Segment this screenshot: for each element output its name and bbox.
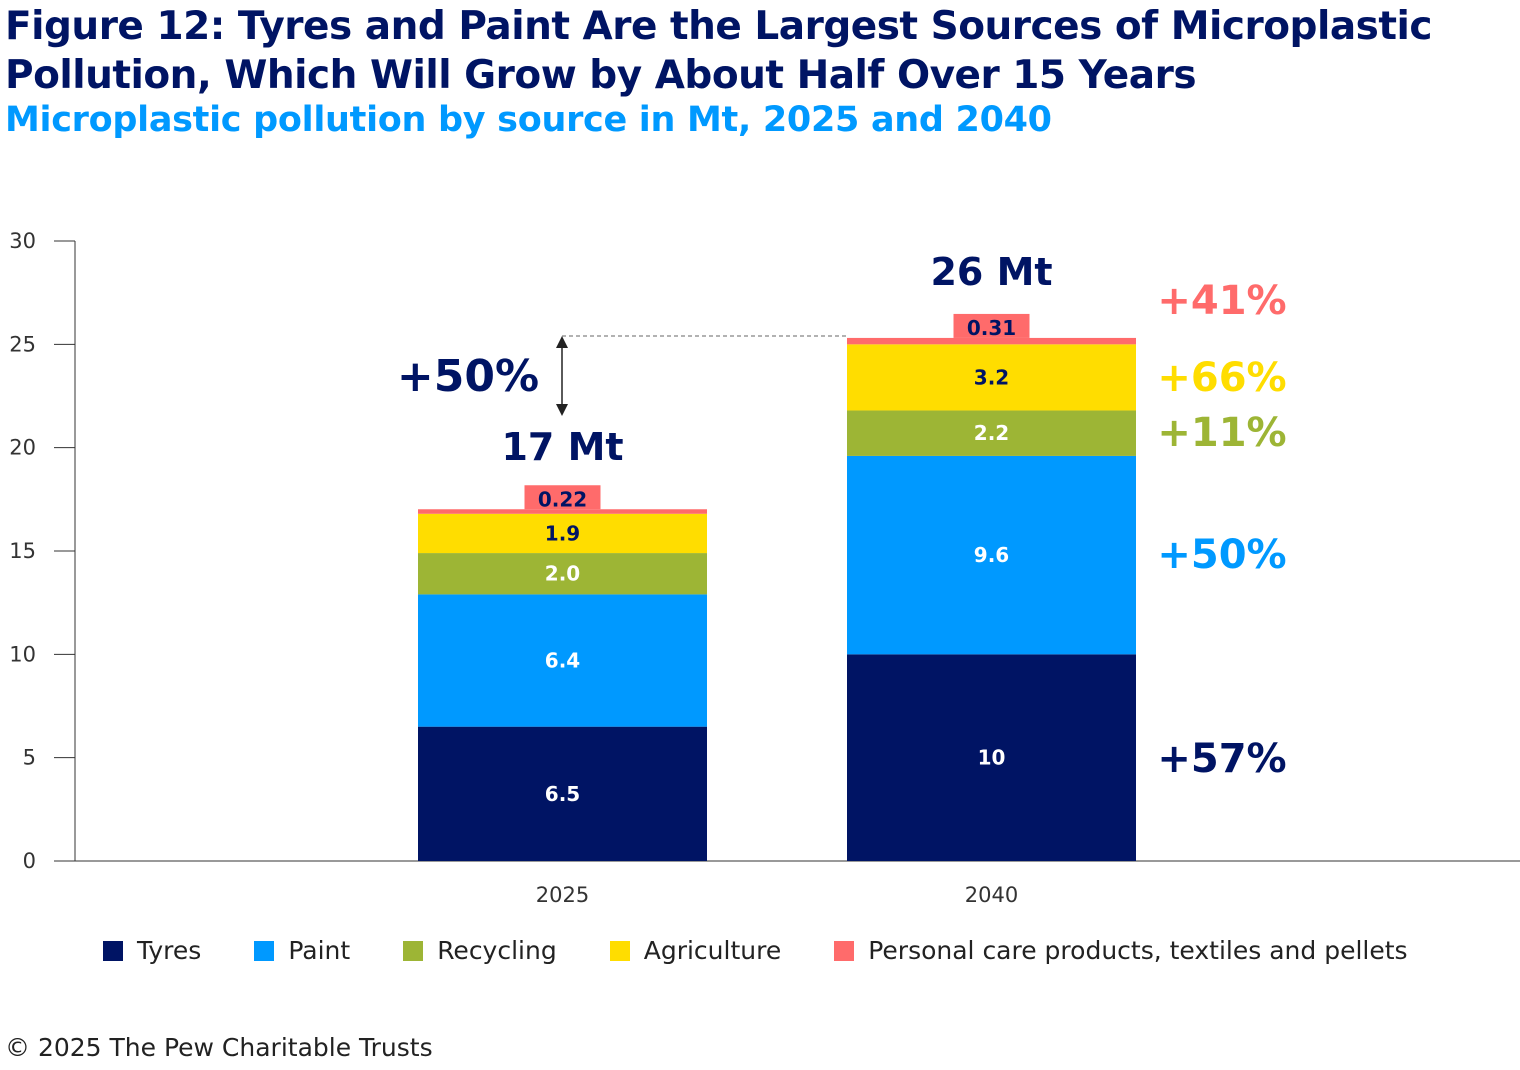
x-tick-label: 2040 xyxy=(965,883,1018,907)
legend-swatch xyxy=(254,940,275,961)
legend-item: Tyres xyxy=(103,936,201,965)
y-tick-label: 25 xyxy=(9,332,36,356)
y-tick-label: 10 xyxy=(9,642,36,666)
y-tick-label: 30 xyxy=(9,229,36,253)
segment-label: 10 xyxy=(978,746,1006,770)
legend-item: Paint xyxy=(254,936,350,965)
legend-swatch xyxy=(103,940,123,961)
segment-label: 2.0 xyxy=(545,562,580,586)
legend-item: Personal care products, textiles and pel… xyxy=(834,936,1408,965)
segment-label: 6.5 xyxy=(545,782,580,806)
chart-subtitle: Microplastic pollution by source in Mt, … xyxy=(5,100,1052,140)
bar-segment-recycling-2040 xyxy=(847,410,1136,456)
legend-swatch xyxy=(609,940,630,961)
legend-label: Agriculture xyxy=(643,936,782,965)
stacked-bar-chart: 05101520253020256.56.42.01.90.222040109.… xyxy=(9,229,1520,907)
bar-segment-recycling-2025 xyxy=(418,553,707,595)
legend: Tyres Paint Recycling Agriculture Personal c… xyxy=(103,936,1461,965)
total-label-2025: 17 Mt xyxy=(501,425,623,469)
legend-label: Tyres xyxy=(137,936,202,965)
bar-segment-paint-2025 xyxy=(418,594,707,727)
bar-segment-paint-2040 xyxy=(847,455,1136,655)
legend-item: Recycling xyxy=(403,936,557,965)
legend-label: Personal care products, textiles and pel… xyxy=(868,936,1408,965)
segment-label-tab xyxy=(524,485,601,510)
y-tick-label: 0 xyxy=(23,849,36,873)
segment-label: 3.2 xyxy=(974,365,1009,389)
copyright-footer: © 2025 The Pew Charitable Trusts xyxy=(5,1033,433,1062)
total-change-label: +50% xyxy=(397,351,539,402)
bar-segment-personal-2040 xyxy=(847,337,1136,345)
x-tick-label: 2025 xyxy=(536,883,589,907)
segment-label: 1.9 xyxy=(545,521,580,545)
chart-title: Figure 12: Tyres and Paint Are the Large… xyxy=(5,4,1433,98)
bar-segment-personal-2025 xyxy=(418,509,707,514)
change-label-paint: +50% xyxy=(1157,532,1286,578)
segment-label: 2.2 xyxy=(974,421,1009,445)
change-label-personal: +41% xyxy=(1157,278,1286,324)
arrow-down-icon xyxy=(556,404,568,416)
total-label-2040: 26 Mt xyxy=(930,250,1052,294)
segment-label: 6.4 xyxy=(545,649,580,673)
y-tick-label: 20 xyxy=(9,436,36,460)
segment-label: 0.31 xyxy=(967,316,1016,340)
bar-segment-agriculture-2040 xyxy=(847,344,1136,411)
segment-label: 9.6 xyxy=(974,543,1009,567)
legend-swatch xyxy=(403,940,424,961)
change-label-recycling: +11% xyxy=(1157,410,1286,456)
y-tick-label: 5 xyxy=(23,746,36,770)
bar-segment-tyres-2025 xyxy=(418,726,707,861)
segment-label: 0.22 xyxy=(538,487,587,511)
change-label-tyres: +57% xyxy=(1157,736,1286,782)
bar-segment-agriculture-2025 xyxy=(418,513,707,554)
arrow-up-icon xyxy=(556,336,568,348)
change-label-agriculture: +66% xyxy=(1157,355,1286,401)
legend-label: Paint xyxy=(288,936,351,965)
segment-label-tab xyxy=(953,313,1030,338)
legend-swatch xyxy=(834,940,855,961)
legend-item: Agriculture xyxy=(609,936,782,965)
legend-label: Recycling xyxy=(437,936,557,965)
y-tick-label: 15 xyxy=(9,539,36,563)
bar-segment-tyres-2040 xyxy=(847,654,1136,861)
